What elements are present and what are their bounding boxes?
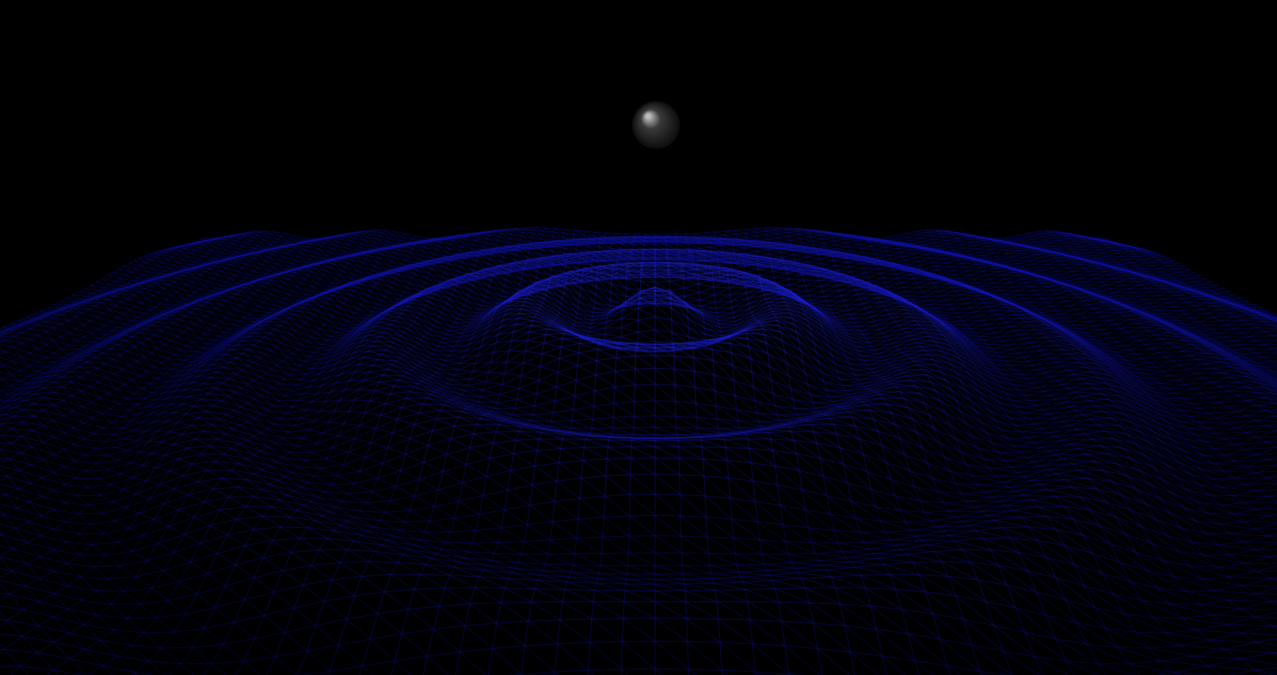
- wireframe-ripple-mesh[interactable]: [0, 0, 1277, 675]
- 3d-viewport[interactable]: [0, 0, 1277, 675]
